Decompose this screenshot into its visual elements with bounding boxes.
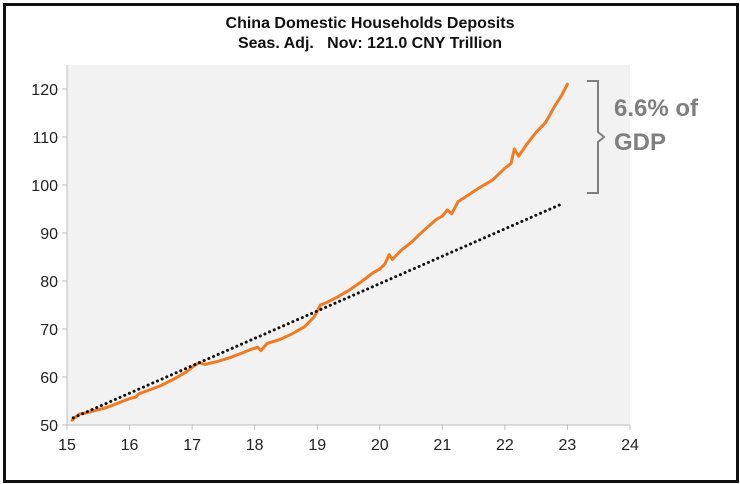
y-tick-label-120: 120: [31, 82, 58, 99]
x-tick-label-19: 19: [308, 437, 326, 454]
x-tick-label-21: 21: [433, 437, 451, 454]
annotation-bracket: [587, 80, 606, 194]
x-tick-label-22: 22: [496, 437, 514, 454]
x-tick-label-18: 18: [246, 437, 264, 454]
plot-area: [67, 65, 630, 425]
annotation-line-1: 6.6% of: [614, 95, 699, 122]
chart-title-block: China Domestic Households Deposits Seas.…: [0, 14, 740, 54]
chart-subtitle: Seas. Adj. Nov: 121.0 CNY Trillion: [237, 35, 503, 52]
y-tick-label-100: 100: [31, 178, 58, 195]
annotation-line-2: GDP: [614, 129, 667, 156]
y-tick-label-110: 110: [32, 130, 58, 147]
y-tick-label-70: 70: [40, 322, 58, 339]
y-tick-label-80: 80: [40, 274, 58, 291]
trend-line-dotted: [71, 202, 563, 420]
x-tick-label-23: 23: [559, 437, 577, 454]
x-tick-label-16: 16: [121, 437, 139, 454]
y-tick-label-90: 90: [40, 226, 58, 243]
y-tick-label-50: 50: [40, 418, 58, 435]
y-tick-label-60: 60: [40, 370, 58, 387]
chart-title: China Domestic Households Deposits: [225, 15, 515, 32]
deposits-line: [70, 82, 569, 422]
x-tick-label-20: 20: [371, 437, 389, 454]
x-tick-label-24: 24: [621, 437, 639, 454]
x-tick-label-15: 15: [58, 437, 76, 454]
x-tick-label-17: 17: [183, 437, 201, 454]
gdp-annotation: 6.6% of GDP: [614, 92, 698, 160]
